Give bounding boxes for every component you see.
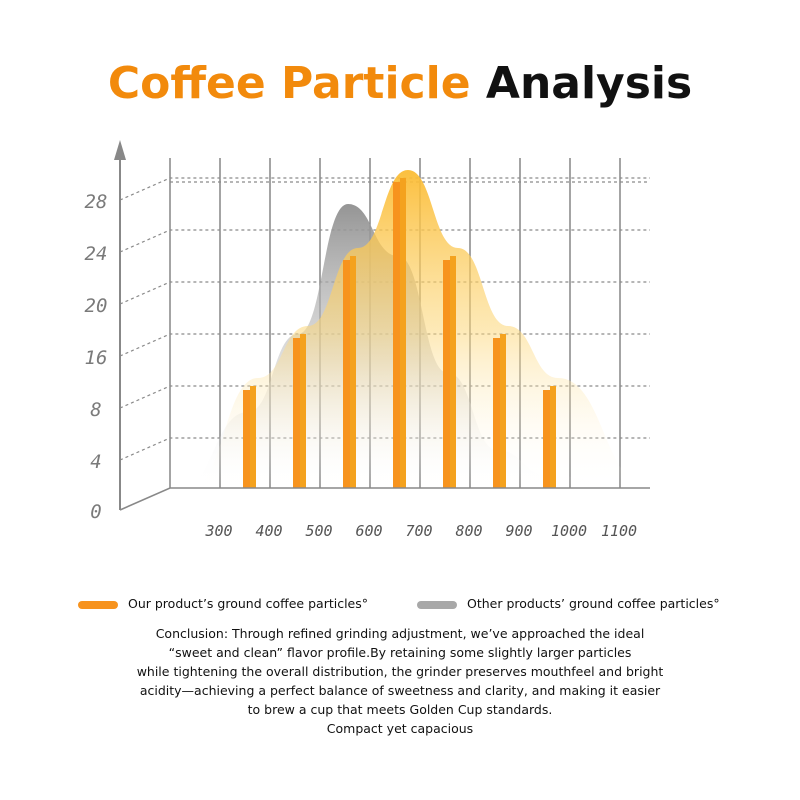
y-tick-label: 16: [85, 347, 108, 369]
y-tick-label: 20: [85, 295, 108, 317]
bar-front: [293, 338, 300, 488]
conclusion-line: to brew a cup that meets Golden Cup stan…: [247, 702, 553, 717]
bar-front: [543, 390, 550, 488]
y-tick-label: 4: [90, 451, 101, 473]
legend-label-ours: Our product’s ground coffee particles°: [128, 596, 369, 611]
conclusion-line: while tightening the overall distributio…: [136, 664, 664, 679]
bar-side: [500, 334, 506, 488]
legend-others: Other products’ ground coffee particles°: [417, 596, 720, 611]
x-tick-label: 1000: [551, 522, 587, 540]
bar-side: [250, 386, 256, 488]
x-tick-label: 500: [305, 522, 332, 540]
conclusion-line: acidity—achieving a perfect balance of s…: [139, 683, 661, 698]
bar-our-product: [243, 386, 256, 488]
bar-our-product: [493, 334, 506, 488]
bar-front: [443, 260, 450, 488]
grid-line: [119, 177, 650, 201]
bar-front: [343, 260, 350, 488]
y-tick-label: 24: [85, 243, 108, 265]
bar-front: [243, 390, 250, 488]
y-tick-label: 0: [90, 501, 101, 523]
x-tick-label: 800: [455, 522, 482, 540]
page-title: Coffee Particle Analysis: [0, 58, 800, 109]
bar-our-product: [443, 256, 456, 488]
bar-our-product: [393, 178, 406, 488]
bar-our-product: [343, 256, 356, 488]
y-tick-label: 8: [90, 399, 101, 421]
bar-front: [393, 182, 400, 488]
conclusion-line: Conclusion: Through refined grinding adj…: [155, 626, 645, 641]
title-accent: Coffee Particle: [107, 58, 471, 109]
bar-side: [300, 334, 306, 488]
x-tick-label: 600: [355, 522, 382, 540]
x-axis-line: [119, 487, 650, 511]
conclusion-line: “sweet and clean” flavor profile.By reta…: [168, 645, 632, 660]
x-tick-label: 300: [204, 522, 232, 540]
legend-label-others: Other products’ ground coffee particles°: [467, 596, 720, 611]
bar-front: [493, 338, 500, 488]
particle-chart: 0 4 8 16 20 24 28 300 400 500 600 700 800 900 1000 1100: [85, 140, 650, 540]
legend-swatch-ours: [78, 600, 118, 609]
y-tick-label: 28: [85, 191, 108, 213]
bar-side: [450, 256, 456, 488]
x-tick-label: 700: [405, 522, 432, 540]
bar-side: [350, 256, 356, 488]
title-main: Analysis: [485, 58, 693, 109]
x-tick-label: 1100: [601, 522, 637, 540]
conclusion-line: Compact yet capacious: [326, 721, 474, 736]
x-tick-label: 900: [505, 522, 532, 540]
legend-ours: Our product’s ground coffee particles°: [78, 596, 368, 611]
area-our-product: [190, 170, 650, 488]
y-axis-arrow: [114, 140, 126, 160]
grid-line: [119, 229, 650, 253]
x-tick-label: 400: [255, 522, 282, 540]
bar-side: [400, 178, 406, 488]
bar-our-product: [293, 334, 306, 488]
conclusion-text: Conclusion: Through refined grinding adj…: [90, 624, 710, 738]
legend-swatch-others: [417, 600, 457, 609]
grid-line: [119, 281, 650, 305]
bar-our-product: [543, 386, 556, 488]
bar-side: [550, 386, 556, 488]
